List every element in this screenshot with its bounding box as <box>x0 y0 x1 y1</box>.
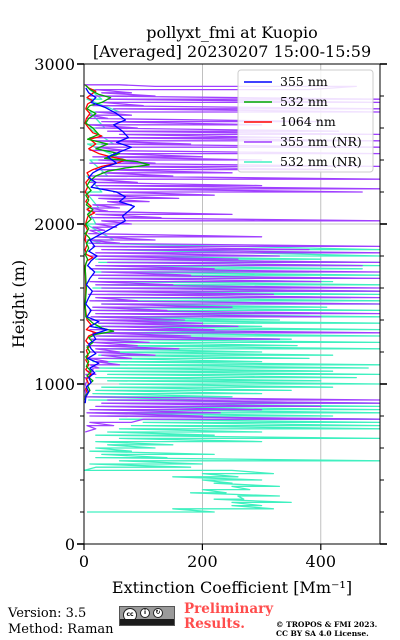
preliminary-line2: Results. <box>184 616 245 632</box>
series-line-1064-nm <box>84 84 127 399</box>
legend: 355 nm 532 nm 1064 nm 355 nm (NR) 532 nm (NR… <box>237 69 374 173</box>
y-tick-label: 1000 <box>34 375 75 394</box>
legend-label: 355 nm <box>280 74 328 89</box>
y-tick-label: 3000 <box>34 55 75 74</box>
version-label: Version: 3.5 <box>8 606 87 621</box>
copyright-line2: CC BY SA 4.0 License. <box>276 629 369 638</box>
legend-label: 532 nm (NR) <box>280 154 362 169</box>
axis-ticks: 0 200 400 0 1000 2000 3000 <box>34 55 387 571</box>
by-attribution-icon: i <box>140 608 150 618</box>
y-axis-label: Height (m) <box>9 260 28 348</box>
share-alike-icon: ↻ <box>153 608 163 618</box>
x-tick-label: 200 <box>187 552 218 571</box>
series-line-532-nm <box>84 84 150 401</box>
copyright-notice: © TROPOS & FMI 2023. CC BY SA 4.0 Licens… <box>276 620 377 638</box>
preliminary-results-notice: Preliminary Results. <box>184 602 273 632</box>
method-label: Method: Raman <box>8 622 114 637</box>
cc-license-badge-icon: cc i ↻ <box>119 606 175 626</box>
preliminary-line1: Preliminary <box>184 601 274 617</box>
y-tick-label: 0 <box>65 535 75 554</box>
series-line-355-nm <box>84 87 135 404</box>
plot-frame <box>83 63 381 545</box>
x-tick-label: 0 <box>79 552 89 571</box>
y-tick-label: 2000 <box>34 215 75 234</box>
legend-box <box>237 69 374 173</box>
chart-title-line2: [Averaged] 20230207 15:00-15:59 <box>93 42 371 61</box>
legend-label: 532 nm <box>280 94 328 109</box>
copyright-line1: © TROPOS & FMI 2023. <box>276 620 378 629</box>
series-line-355-nm-nr- <box>84 84 380 433</box>
legend-label: 1064 nm <box>280 114 336 129</box>
x-axis-label: Extinction Coefficient [Mm⁻¹] <box>112 578 352 597</box>
series-group <box>84 84 380 513</box>
extinction-profile-chart: pollyxt_fmi at Kuopio [Averaged] 2023020… <box>9 23 387 597</box>
x-tick-label: 400 <box>306 552 337 571</box>
chart-title-line1: pollyxt_fmi at Kuopio <box>146 23 317 42</box>
legend-label: 355 nm (NR) <box>280 134 362 149</box>
